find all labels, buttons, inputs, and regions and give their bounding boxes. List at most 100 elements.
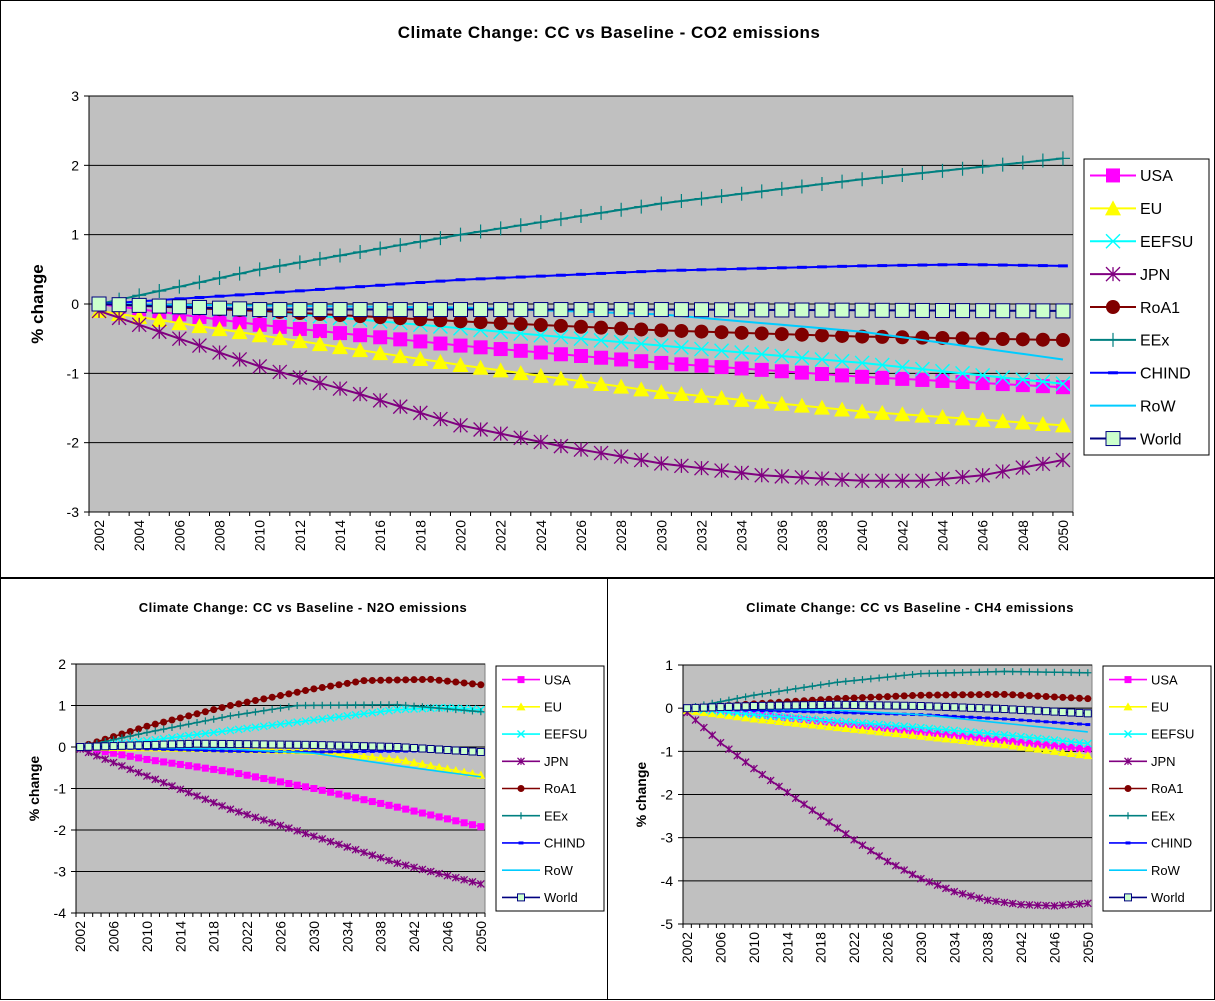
data-point	[435, 704, 443, 712]
data-point	[493, 316, 508, 331]
data-point	[633, 302, 649, 318]
data-point	[232, 301, 248, 317]
data-point	[254, 292, 265, 296]
data-point	[750, 691, 758, 699]
data-point	[1015, 460, 1031, 476]
data-point	[385, 801, 393, 809]
data-point	[596, 271, 606, 275]
data-point	[783, 701, 792, 710]
data-point	[791, 713, 800, 722]
data-point	[1058, 264, 1068, 268]
data-point	[883, 721, 892, 729]
data-point	[285, 690, 293, 698]
data-point	[251, 723, 260, 732]
data-point	[226, 768, 234, 776]
x-tick-label: 2026	[273, 921, 289, 952]
data-point	[1017, 263, 1028, 267]
data-point	[292, 370, 308, 385]
data-point	[914, 361, 930, 377]
data-point	[376, 753, 386, 762]
data-point	[691, 716, 700, 724]
data-point	[866, 846, 875, 855]
y-tick-label: 1	[58, 698, 66, 714]
data-point	[854, 355, 870, 371]
data-point	[226, 740, 235, 749]
data-point	[673, 339, 689, 355]
data-point	[318, 741, 327, 750]
data-point	[891, 861, 900, 870]
x-tick-label: 2042	[406, 921, 422, 952]
data-point	[851, 711, 857, 715]
data-point	[817, 265, 827, 269]
data-point	[783, 788, 792, 797]
data-point	[776, 266, 787, 270]
data-point	[858, 701, 867, 710]
data-point	[975, 367, 991, 383]
x-tick-label: 2026	[880, 932, 896, 963]
data-point	[749, 702, 758, 711]
data-point	[774, 327, 789, 342]
data-point	[1025, 692, 1033, 700]
data-point	[900, 722, 909, 731]
legend-marker	[1124, 893, 1132, 902]
data-point	[553, 302, 569, 318]
data-point	[326, 741, 335, 750]
data-point	[992, 730, 1001, 739]
data-point	[858, 694, 866, 702]
data-point	[231, 324, 248, 340]
data-point	[941, 725, 950, 734]
data-point	[333, 248, 348, 263]
data-point	[925, 702, 934, 711]
data-point	[933, 725, 942, 734]
data-point	[801, 710, 807, 714]
data-point	[942, 669, 950, 677]
data-point	[833, 678, 841, 686]
data-point	[975, 894, 984, 903]
data-point	[292, 321, 307, 336]
x-tick-label: 2002	[72, 921, 88, 952]
data-point	[866, 719, 875, 728]
legend-label: RoA1	[1140, 300, 1180, 317]
data-point	[949, 735, 959, 744]
data-point	[312, 324, 327, 339]
data-point	[473, 340, 488, 355]
data-point	[796, 265, 807, 269]
legend-label: World	[1140, 431, 1182, 448]
data-point	[809, 710, 815, 714]
series-jpn	[76, 745, 485, 888]
data-point	[573, 442, 589, 458]
data-point	[774, 181, 789, 196]
data-point	[375, 283, 386, 287]
data-point	[699, 723, 708, 732]
data-point	[749, 714, 759, 723]
data-point	[161, 747, 167, 751]
data-point	[426, 761, 436, 770]
data-point	[176, 785, 185, 794]
data-point	[378, 749, 384, 753]
x-tick-label: 2030	[653, 520, 669, 551]
data-point	[194, 748, 200, 752]
x-tick-label: 2010	[746, 932, 762, 963]
legend-marker	[1106, 332, 1120, 347]
data-point	[101, 755, 110, 764]
data-point	[733, 751, 742, 760]
data-point	[401, 743, 410, 752]
data-point	[260, 707, 268, 715]
data-point	[696, 268, 707, 272]
data-point	[452, 706, 460, 714]
data-point	[1035, 332, 1050, 347]
data-point	[401, 705, 410, 714]
data-point	[373, 330, 388, 345]
data-point	[967, 891, 975, 900]
data-point	[854, 302, 870, 318]
data-point	[958, 727, 967, 736]
data-point	[934, 409, 951, 425]
data-point	[359, 751, 369, 760]
data-point	[934, 303, 950, 319]
data-point	[218, 704, 226, 712]
data-point	[513, 218, 528, 233]
data-point	[372, 302, 388, 318]
data-point	[310, 785, 318, 792]
data-point	[1000, 730, 1009, 739]
legend: USA EU EEFSU JPN RoA1 EEx CHIND RoW World	[495, 665, 605, 912]
